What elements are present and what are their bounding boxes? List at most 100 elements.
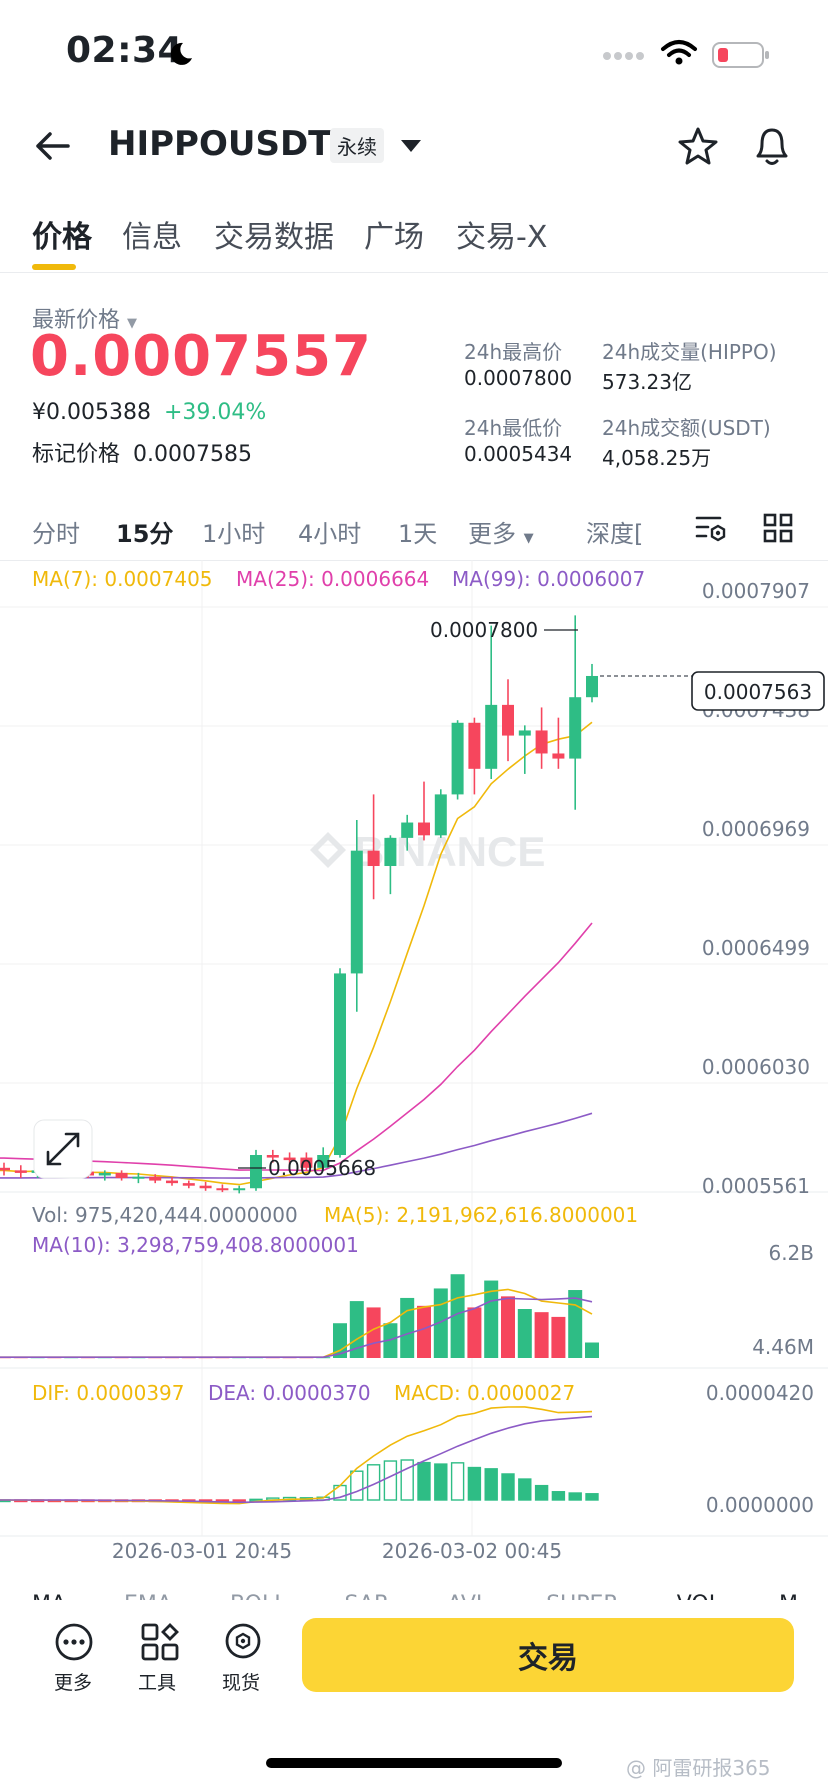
volume-quote-label: 24h成交额(USDT) bbox=[602, 416, 771, 440]
time-axis-label: 2026-03-02 00:45 bbox=[382, 1539, 562, 1563]
candle-body bbox=[468, 722, 481, 769]
tab-trading-data[interactable]: 交易数据 bbox=[214, 220, 334, 255]
volume-bars bbox=[0, 1274, 599, 1359]
change-percent: +39.04% bbox=[164, 400, 267, 425]
timeframe-15m[interactable]: 15分 bbox=[116, 520, 174, 548]
back-arrow-icon[interactable] bbox=[34, 130, 74, 162]
vol-tick: 4.46M bbox=[752, 1335, 814, 1359]
high-marker: 0.0007800 bbox=[430, 618, 538, 642]
candle-body bbox=[350, 850, 363, 974]
high-label: 24h最高价 bbox=[464, 340, 563, 364]
grid-layout-icon[interactable] bbox=[762, 512, 794, 544]
dea-line bbox=[0, 1415, 593, 1504]
low-value: 0.0005434 bbox=[464, 442, 573, 466]
macd-histogram-bar bbox=[383, 1460, 398, 1501]
spot-label[interactable]: 现货 bbox=[222, 1672, 261, 1694]
volume-quote-value: 4,058.25万 bbox=[602, 446, 712, 470]
candle-body bbox=[132, 1176, 145, 1179]
volume-bar bbox=[467, 1307, 482, 1358]
candle-body bbox=[182, 1183, 195, 1186]
volume-base-value: 573.23亿 bbox=[602, 370, 692, 394]
macd-histogram-bar bbox=[450, 1462, 465, 1501]
mark-price-row: 标记价格 0.0007585 bbox=[32, 436, 252, 468]
indicator-macd[interactable]: MACD bbox=[779, 1592, 802, 1602]
macd-histogram-bar bbox=[434, 1463, 448, 1501]
more-icon[interactable] bbox=[54, 1622, 94, 1662]
indicator-super[interactable]: SUPER bbox=[546, 1592, 619, 1602]
vol-legend: Vol: 975,420,444.0000000 bbox=[32, 1203, 298, 1227]
symbol-dropdown-icon[interactable] bbox=[400, 138, 422, 154]
trade-button[interactable]: 交易 bbox=[302, 1618, 794, 1692]
dea-legend: DEA: 0.0000370 bbox=[208, 1381, 371, 1405]
fullscreen-button[interactable] bbox=[33, 1119, 93, 1179]
price-tick: 0.0005561 bbox=[702, 1174, 810, 1198]
candles bbox=[0, 615, 598, 1194]
price-tick: 0.0007907 bbox=[702, 579, 810, 603]
indicator-ma[interactable]: MA bbox=[32, 1592, 66, 1602]
current-price-tag-box[interactable] bbox=[691, 671, 825, 711]
tools-label[interactable]: 工具 bbox=[138, 1672, 177, 1694]
tab-trade-x[interactable]: 交易-X bbox=[456, 220, 548, 255]
macd-histogram-bar bbox=[501, 1473, 515, 1501]
more-label[interactable]: 更多 bbox=[54, 1672, 93, 1694]
volume-bar bbox=[366, 1307, 381, 1358]
timeframe-depth[interactable]: 深度[ bbox=[586, 520, 644, 548]
favorite-star-icon[interactable] bbox=[678, 126, 718, 166]
spot-icon[interactable] bbox=[224, 1622, 264, 1662]
candle-body bbox=[14, 1170, 27, 1173]
candle-body bbox=[98, 1172, 111, 1176]
dif-legend: DIF: 0.0000397 bbox=[32, 1381, 185, 1405]
volume-bar bbox=[333, 1323, 347, 1358]
home-indicator[interactable] bbox=[266, 1758, 562, 1768]
indicator-avl[interactable]: AVL bbox=[447, 1592, 488, 1602]
status-time: 02:34 bbox=[66, 30, 184, 71]
macd-histogram-bar bbox=[518, 1478, 532, 1501]
candle-body bbox=[586, 675, 598, 698]
indicator-vol[interactable]: VOL bbox=[677, 1592, 721, 1602]
macd-histogram-bar bbox=[585, 1493, 599, 1501]
macd-histogram-bar bbox=[534, 1484, 549, 1501]
candle-body bbox=[300, 1157, 313, 1168]
cny-price: ¥0.005388 bbox=[32, 400, 151, 425]
candle-body bbox=[199, 1185, 212, 1189]
candle-body bbox=[401, 822, 414, 838]
timeframe-1h[interactable]: 1小时 bbox=[202, 520, 266, 548]
volume-bar bbox=[450, 1274, 465, 1358]
low-label: 24h最低价 bbox=[464, 416, 563, 440]
ma7-legend: MA(7): 0.0007405 bbox=[32, 567, 213, 591]
timeframe-line[interactable]: 分时 bbox=[32, 520, 80, 548]
macd-histogram-bar bbox=[417, 1461, 431, 1501]
symbol-title[interactable]: HIPPOUSDT bbox=[108, 124, 332, 164]
indicator-ema[interactable]: EMA bbox=[124, 1592, 172, 1602]
moon-icon bbox=[170, 42, 192, 65]
timeframe-more[interactable]: 更多 ▼ bbox=[468, 514, 534, 549]
mark-price-value: 0.0007585 bbox=[133, 442, 252, 467]
candle-body bbox=[418, 822, 430, 836]
indicator-row[interactable]: MA EMA BOLL SAR AVL SUPER VOL MACD bbox=[32, 1582, 802, 1602]
tab-square[interactable]: 广场 bbox=[364, 220, 424, 255]
candle-body bbox=[535, 730, 548, 754]
volume-bar bbox=[349, 1301, 364, 1358]
chart-settings-icon[interactable] bbox=[694, 512, 728, 546]
bell-icon[interactable] bbox=[752, 124, 792, 168]
vol-ma10-line bbox=[0, 1297, 593, 1358]
kline-chart[interactable]: BINANCE MA(7): 0.0007405 MA(25): 0.00066… bbox=[0, 560, 828, 1570]
timeframe-4h[interactable]: 4小时 bbox=[298, 520, 362, 548]
tab-info[interactable]: 信息 bbox=[122, 220, 182, 255]
macd-legend: MACD: 0.0000027 bbox=[394, 1381, 575, 1405]
indicator-sar[interactable]: SAR bbox=[345, 1592, 390, 1602]
latest-price-label-text: 最新价格 bbox=[32, 308, 121, 333]
tab-price[interactable]: 价格 bbox=[32, 220, 92, 255]
tools-icon[interactable] bbox=[140, 1622, 180, 1662]
caret-down-icon: ▼ bbox=[523, 531, 534, 546]
candle-body bbox=[569, 697, 582, 759]
candle-body bbox=[434, 794, 447, 836]
macd-histogram-bar bbox=[568, 1492, 582, 1501]
timeframe-1d[interactable]: 1天 bbox=[398, 520, 438, 548]
candle-body bbox=[485, 704, 498, 769]
candle-body bbox=[451, 722, 464, 795]
volume-base-label: 24h成交量(HIPPO) bbox=[602, 340, 777, 364]
indicator-boll[interactable]: BOLL bbox=[230, 1592, 287, 1602]
latest-price-label[interactable]: 最新价格 ▼ bbox=[32, 302, 137, 334]
macd-tick: 0.0000000 bbox=[706, 1493, 814, 1517]
